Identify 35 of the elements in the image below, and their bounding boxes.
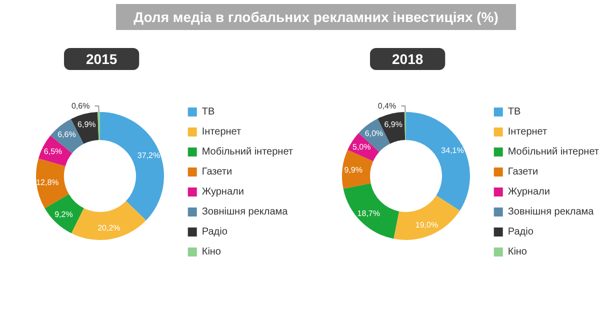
legend-label: Зовнішня реклама bbox=[202, 206, 288, 218]
data-label: 34,1% bbox=[441, 146, 464, 156]
legend-label: Інтернет bbox=[202, 126, 242, 138]
data-label: 20,2% bbox=[98, 224, 120, 233]
data-label: 6,9% bbox=[384, 120, 402, 130]
data-label: 0,4% bbox=[378, 102, 396, 111]
data-label: 6,5% bbox=[44, 146, 62, 156]
data-label: 5,0% bbox=[352, 142, 371, 152]
data-label: 18,7% bbox=[357, 209, 380, 218]
data-label: 9,2% bbox=[54, 210, 73, 220]
data-label: 6,9% bbox=[78, 120, 96, 130]
legend-label: Кіно bbox=[508, 246, 528, 258]
legend-label: ТВ bbox=[202, 106, 215, 118]
legend-label: Інтернет bbox=[508, 126, 548, 138]
legend-label: Газети bbox=[508, 166, 538, 178]
legend-label: Газети bbox=[202, 166, 232, 178]
data-label: 6,6% bbox=[58, 130, 76, 140]
legend-label: Радіо bbox=[508, 226, 534, 238]
chart-subtitle: 2015 bbox=[86, 51, 118, 67]
chart-subtitle: 2018 bbox=[392, 51, 424, 67]
data-label: 37,2% bbox=[137, 150, 160, 160]
data-label: 0,6% bbox=[71, 102, 90, 111]
legend-label: Кіно bbox=[202, 246, 222, 258]
legend-label: Мобільний інтернет bbox=[202, 146, 294, 158]
data-label: 12,8% bbox=[36, 178, 59, 188]
legend-label: Зовнішня реклама bbox=[508, 206, 594, 218]
chart-title: Доля медіа в глобальних рекламних інвестиціях (%) bbox=[116, 4, 516, 30]
legend-label: Радіо bbox=[202, 226, 228, 238]
legend-label: Журнали bbox=[508, 186, 550, 198]
data-label: 6,0% bbox=[364, 129, 384, 138]
legend-label: ТВ bbox=[508, 106, 521, 118]
data-label: 19,0% bbox=[415, 220, 438, 230]
legend-label: Журнали bbox=[202, 186, 244, 198]
legend-label: Мобільний інтернет bbox=[508, 146, 600, 158]
data-label: 9,9% bbox=[344, 166, 362, 175]
